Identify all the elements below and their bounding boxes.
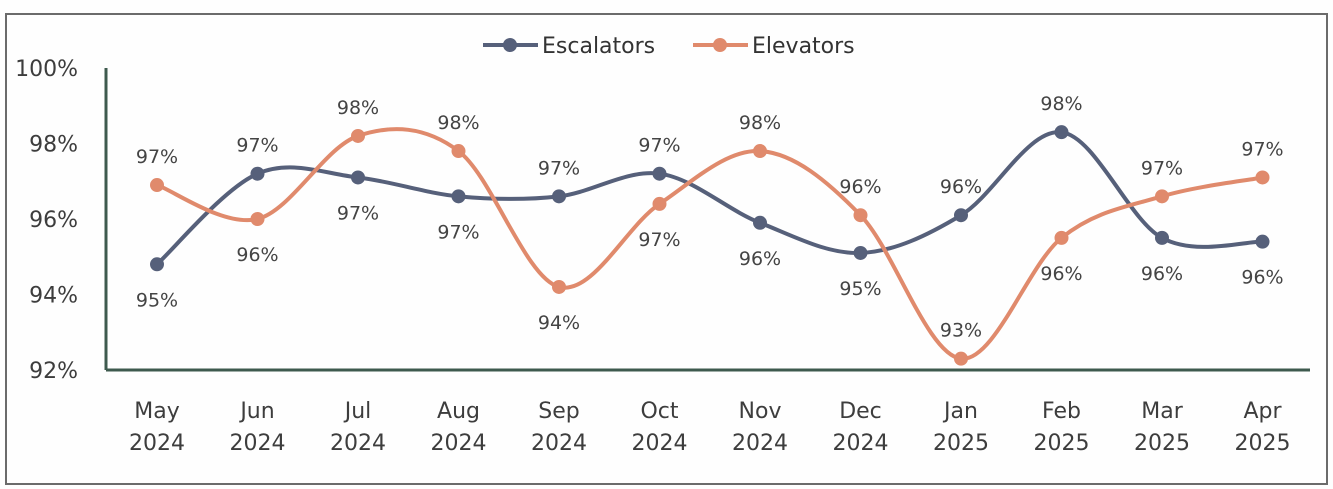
x-tick-label-month: Jun bbox=[238, 399, 274, 424]
elevators-data-label: 96% bbox=[1040, 263, 1082, 285]
elevators-data-label: 98% bbox=[337, 97, 379, 119]
elevators-data-label: 93% bbox=[940, 320, 982, 342]
escalators-data-point bbox=[150, 257, 164, 272]
elevators-data-point bbox=[1155, 189, 1169, 204]
x-tick-label-month: May bbox=[134, 399, 179, 424]
x-tick-label-year: 2024 bbox=[833, 431, 889, 456]
escalators-data-point bbox=[250, 166, 265, 181]
escalators-data-point bbox=[1054, 125, 1069, 140]
escalators-data-label: 96% bbox=[1241, 267, 1283, 289]
data-labels: 95% 97% 97% 97% 97% 97% 96% 95% 96% 98% 96% 96% 97% 9… bbox=[136, 93, 1284, 341]
escalators-data-point bbox=[451, 189, 466, 204]
elevators-data-point bbox=[351, 128, 365, 143]
x-tick-label-month: Jul bbox=[343, 399, 372, 424]
escalators-data-label: 98% bbox=[1040, 93, 1082, 115]
elevators-data-label: 97% bbox=[1241, 138, 1283, 160]
elevators-data-point bbox=[451, 144, 466, 159]
legend: Escalators Elevators bbox=[483, 34, 855, 59]
escalators-legend-swatch-marker bbox=[503, 38, 517, 52]
x-tick-label-year: 2024 bbox=[129, 431, 185, 456]
x-tick-label-year: 2025 bbox=[1235, 431, 1291, 456]
elevators-data-label: 97% bbox=[638, 229, 680, 251]
x-tick-label-year: 2024 bbox=[632, 431, 688, 456]
escalators-data-label: 95% bbox=[839, 278, 881, 300]
escalators-data-label: 96% bbox=[1141, 263, 1183, 285]
x-tick-label-month: Oct bbox=[640, 399, 678, 424]
y-tick-labels: 92% 94% 96% 98% 100% bbox=[15, 57, 78, 384]
elevators-data-label: 96% bbox=[839, 176, 881, 198]
elevators-data-point bbox=[1255, 170, 1270, 185]
x-tick-label-month: Dec bbox=[839, 399, 882, 424]
escalators-data-point bbox=[552, 189, 566, 204]
y-tick-label: 92% bbox=[29, 359, 78, 384]
x-tick-label-month: Aug bbox=[437, 399, 480, 424]
x-tick-label-month: Jan bbox=[942, 399, 978, 424]
x-tick-label-month: Feb bbox=[1042, 399, 1081, 424]
y-tick-label: 94% bbox=[29, 284, 78, 309]
x-tick-label-year: 2025 bbox=[1134, 431, 1190, 456]
elevators-data-label: 94% bbox=[538, 312, 580, 334]
escalators-data-point bbox=[853, 245, 868, 260]
escalators-data-label: 96% bbox=[739, 248, 781, 270]
x-tick-label-month: Apr bbox=[1243, 399, 1282, 424]
escalators-series-line bbox=[155, 130, 1265, 267]
y-tick-label: 100% bbox=[15, 57, 78, 82]
elevators-data-label: 98% bbox=[739, 112, 781, 134]
x-tick-label-year: 2025 bbox=[1034, 431, 1090, 456]
elevators-data-point bbox=[1054, 230, 1069, 245]
escalators-data-point bbox=[1255, 234, 1270, 249]
elevators-data-point bbox=[753, 144, 767, 159]
escalators-data-label: 96% bbox=[940, 176, 982, 198]
elevators-data-label: 97% bbox=[136, 146, 178, 168]
escalators-data-point bbox=[753, 215, 767, 230]
y-tick-label: 96% bbox=[29, 208, 78, 233]
elevators-data-point bbox=[853, 208, 868, 223]
escalators-data-point bbox=[351, 170, 365, 185]
escalators-data-point bbox=[954, 208, 968, 223]
x-tick-label-month: Sep bbox=[538, 399, 579, 424]
escalators-data-label: 97% bbox=[337, 202, 379, 224]
elevators-data-point bbox=[552, 279, 566, 294]
escalators-data-label: 95% bbox=[136, 289, 178, 311]
escalators-data-point bbox=[1155, 230, 1169, 245]
x-tick-label-year: 2025 bbox=[933, 431, 989, 456]
x-tick-label-year: 2024 bbox=[531, 431, 587, 456]
elevators-data-point bbox=[954, 351, 968, 366]
escalators-legend-label: Escalators bbox=[542, 34, 655, 59]
elevators-legend-label: Elevators bbox=[752, 34, 855, 59]
x-tick-label-year: 2024 bbox=[230, 431, 286, 456]
axes bbox=[104, 68, 1310, 372]
y-tick-label: 98% bbox=[29, 133, 78, 158]
x-tick-label-year: 2024 bbox=[732, 431, 788, 456]
x-tick-label-year: 2024 bbox=[330, 431, 386, 456]
escalators-data-label: 97% bbox=[437, 221, 479, 243]
escalators-data-label: 97% bbox=[236, 135, 278, 157]
x-tick-label-month: Nov bbox=[739, 399, 782, 424]
escalators-data-label: 97% bbox=[538, 157, 580, 179]
x-tick-labels: May 2024 Jun 2024 Jul 2024 Aug 2024 Sep 2024 Oct 20… bbox=[129, 399, 1291, 456]
series-layer bbox=[150, 125, 1270, 366]
elevators-data-label: 97% bbox=[1141, 157, 1183, 179]
elevators-data-point bbox=[150, 178, 164, 193]
elevators-data-point bbox=[250, 212, 265, 226]
chart-border bbox=[5, 13, 1328, 485]
x-tick-label-year: 2024 bbox=[431, 431, 487, 456]
x-tick-label-month: Mar bbox=[1141, 399, 1183, 424]
elevators-data-point bbox=[652, 196, 667, 211]
elevators-data-label: 96% bbox=[236, 244, 278, 266]
escalators-data-label: 97% bbox=[638, 135, 680, 157]
elevators-series-line bbox=[155, 127, 1265, 361]
elevators-data-label: 98% bbox=[437, 112, 479, 134]
escalators-data-point bbox=[652, 166, 667, 181]
elevators-legend-swatch-marker bbox=[713, 38, 727, 52]
